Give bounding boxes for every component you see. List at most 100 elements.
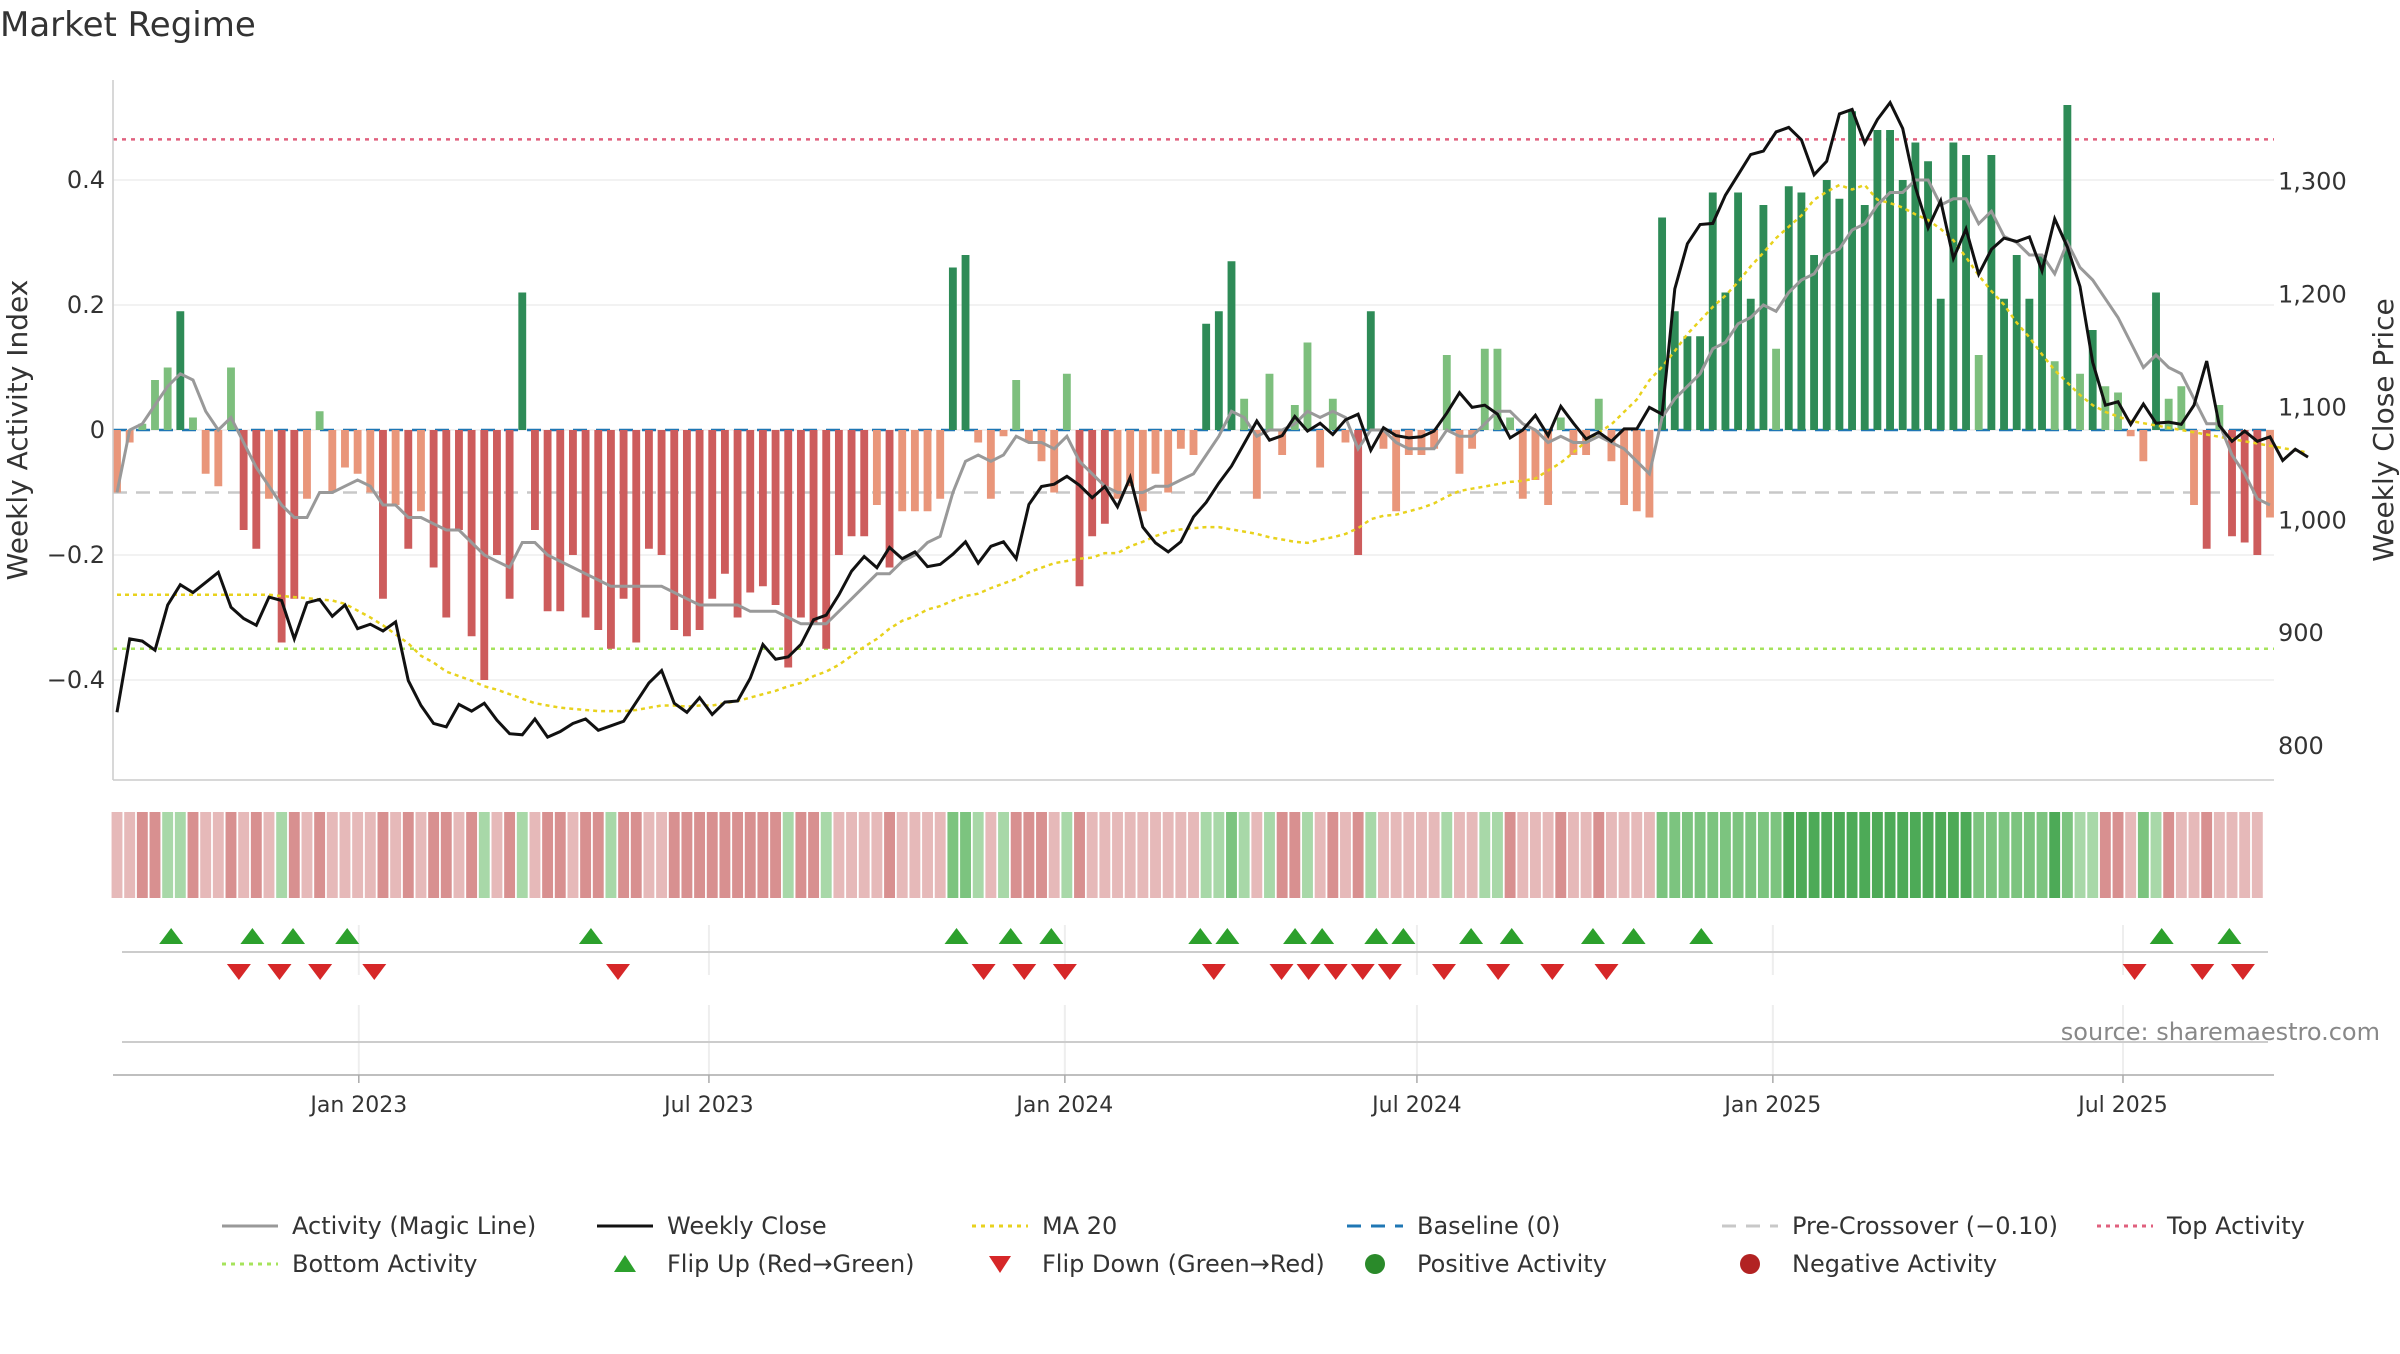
activity-bar <box>1404 430 1413 455</box>
legend-label: Baseline (0) <box>1417 1212 1560 1240</box>
regime-strip-cell <box>719 812 731 898</box>
regime-strip-cell <box>1479 812 1491 898</box>
activity-bar <box>948 267 957 430</box>
regime-strip-cell <box>1884 812 1896 898</box>
regime-strip-cell <box>1580 812 1592 898</box>
flip-up-marker <box>578 928 603 944</box>
activity-bar <box>113 430 121 493</box>
activity-bar <box>1417 430 1426 455</box>
activity-bar <box>1240 398 1249 430</box>
regime-strip-cell <box>187 812 199 898</box>
regime-strip-cell <box>1416 812 1427 898</box>
regime-strip-cell <box>884 812 895 898</box>
flip-down-marker <box>1052 964 1077 980</box>
legend-label: Bottom Activity <box>292 1250 477 1278</box>
regime-strip-cell <box>1795 812 1807 898</box>
regime-strip-cell <box>2251 812 2263 898</box>
regime-strip-cell <box>1365 812 1377 898</box>
regime-strip-cell <box>415 812 427 898</box>
regime-strip-cell <box>1909 812 1921 898</box>
regime-strip-cell <box>1314 812 1326 898</box>
regime-strip-cell <box>2175 812 2187 898</box>
regime-strip-cell <box>162 812 174 898</box>
regime-strip-cell <box>1023 812 1035 898</box>
regime-strip-cell <box>808 812 820 898</box>
regime-strip-cell <box>2239 812 2251 898</box>
source-note: source: sharemaestro.com <box>2061 1018 2380 1046</box>
activity-bar <box>2240 430 2249 543</box>
regime-strip-cell <box>377 812 389 898</box>
activity-bar <box>1379 430 1388 449</box>
activity-bar <box>784 430 793 668</box>
activity-bar <box>986 430 995 499</box>
regime-strip-cell <box>440 812 452 898</box>
activity-bar <box>733 430 742 618</box>
flip-up-marker <box>1459 928 1484 944</box>
activity-bar <box>1037 430 1046 462</box>
regime-strip-cell <box>1099 812 1111 898</box>
activity-bar <box>1189 430 1198 455</box>
activity-bar <box>771 430 780 605</box>
regime-strip-cell <box>1162 812 1174 898</box>
regime-strip-cell <box>592 812 604 898</box>
y-right-tick-label: 1,300 <box>2278 168 2347 196</box>
activity-bar <box>1962 155 1970 430</box>
activity-bar <box>2202 430 2211 549</box>
legend-label: Flip Down (Green→Red) <box>1042 1250 1325 1278</box>
regime-strip-cell <box>1643 812 1655 898</box>
activity-bar <box>746 430 755 593</box>
activity-bar <box>1164 430 1173 493</box>
regime-strip-cell <box>1783 812 1795 898</box>
regime-strip-cell <box>2087 812 2099 898</box>
activity-bar <box>796 430 805 618</box>
flip-up-marker <box>1283 928 1308 944</box>
activity-bar <box>1480 348 1489 430</box>
regime-strip-cell <box>1403 812 1415 898</box>
regime-strip-cell <box>871 812 883 898</box>
activity-bar <box>1202 323 1211 430</box>
regime-strip-cell <box>1264 812 1275 898</box>
activity-bar <box>1354 430 1363 555</box>
regime-strip-cell <box>706 812 718 898</box>
activity-bar <box>581 430 590 618</box>
regime-strip-cell <box>858 812 870 898</box>
legend-swatch <box>614 1255 636 1272</box>
flip-down-marker <box>1012 964 1037 980</box>
regime-strip-cell <box>1390 812 1402 898</box>
y-right-tick-label: 800 <box>2278 732 2324 760</box>
regime-strip-cell <box>124 812 136 898</box>
flip-down-marker <box>308 964 333 980</box>
regime-strip-cell <box>934 812 946 898</box>
activity-bar <box>834 430 843 555</box>
regime-strip-cell <box>225 812 237 898</box>
activity-bar <box>910 430 919 512</box>
regime-strip-cell <box>1352 812 1364 898</box>
regime-strip-cell <box>1833 812 1845 898</box>
regime-strip <box>111 812 2263 898</box>
activity-bar <box>239 430 248 530</box>
flip-down-marker <box>1201 964 1226 980</box>
regime-strip-cell <box>1897 812 1909 898</box>
flip-up-marker <box>1188 928 1213 944</box>
activity-bar <box>1620 430 1629 505</box>
regime-strip-cell <box>1112 812 1123 898</box>
regime-strip-cell <box>1542 812 1554 898</box>
regime-strip-cell <box>276 812 288 898</box>
regime-strip-cell <box>1150 812 1161 898</box>
activity-bar <box>720 430 729 574</box>
activity-bar <box>2076 373 2084 430</box>
activity-bar <box>1176 430 1185 449</box>
x-tick-label: Jan 2024 <box>1014 1093 1113 1118</box>
activity-bar <box>404 430 413 549</box>
regime-strip-cell <box>1973 812 1985 898</box>
regime-strip-cell <box>757 812 769 898</box>
activity-bar <box>531 430 539 530</box>
flip-down-marker <box>606 964 631 980</box>
regime-strip-cell <box>947 812 959 898</box>
activity-bar <box>1772 348 1781 430</box>
regime-strip-cell <box>1327 812 1339 898</box>
activity-bar <box>417 430 425 512</box>
activity-bar <box>1303 342 1312 430</box>
activity-bar <box>1024 430 1033 443</box>
regime-strip-cell <box>1213 812 1225 898</box>
